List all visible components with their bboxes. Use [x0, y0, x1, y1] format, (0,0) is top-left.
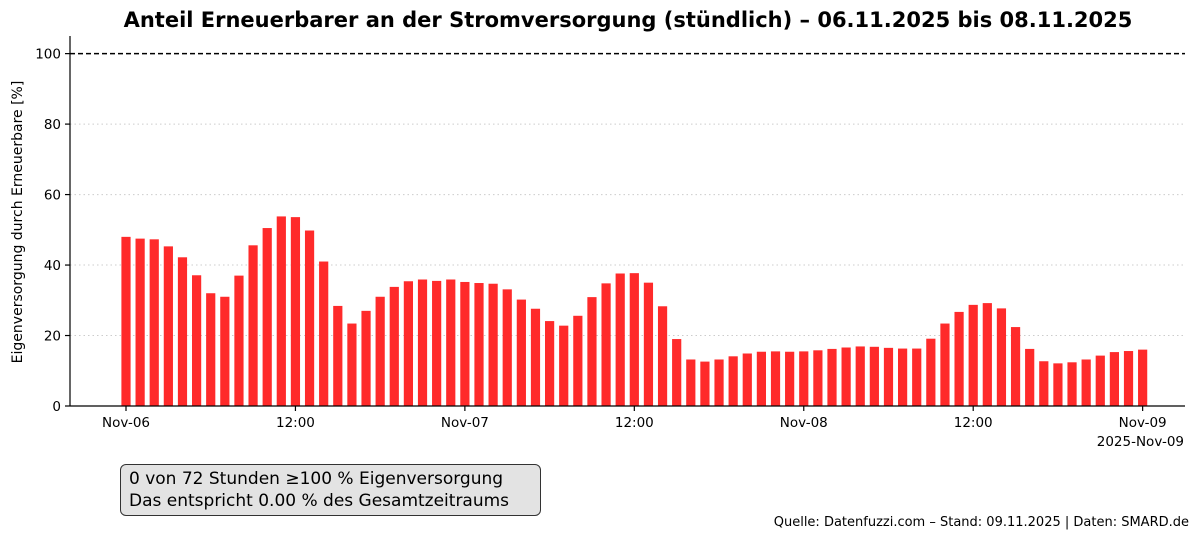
bar	[559, 325, 569, 406]
bar	[982, 303, 992, 406]
summary-line-hours: 0 von 72 Stunden ≥100 % Eigenversorgung	[129, 469, 504, 489]
x-tick-label: Nov-09	[1119, 415, 1167, 431]
bar	[234, 275, 244, 406]
y-tick-label: 60	[44, 188, 61, 204]
x-tick-label: 12:00	[954, 415, 993, 431]
summary-line-percent: Das entspricht 0.00 % des Gesamtzeitraum…	[129, 491, 510, 511]
bar	[841, 347, 851, 406]
bar	[799, 351, 809, 406]
bar	[432, 280, 442, 406]
bar	[1095, 355, 1105, 406]
bar	[728, 356, 738, 406]
bar	[968, 304, 978, 406]
y-tick-label: 20	[44, 329, 61, 345]
bar	[742, 353, 752, 406]
bar	[601, 283, 611, 406]
y-tick-label: 100	[35, 47, 61, 63]
bar-series	[121, 216, 1148, 406]
x-tick-label: 12:00	[615, 415, 654, 431]
bar	[1053, 363, 1063, 406]
bar	[149, 239, 159, 406]
bar	[615, 273, 625, 406]
bar	[276, 216, 286, 406]
summary-box: 0 von 72 Stunden ≥100 % Eigenversorgung …	[120, 464, 541, 516]
bar	[1081, 359, 1091, 406]
bar	[1123, 351, 1134, 406]
bar	[714, 359, 724, 406]
bar	[530, 308, 541, 406]
bar	[361, 310, 371, 406]
bar	[248, 245, 258, 406]
bar	[813, 350, 823, 406]
bar	[1067, 362, 1077, 406]
bar	[629, 273, 639, 406]
x-tick-label: 12:00	[276, 415, 315, 431]
bar	[855, 346, 865, 406]
bar	[474, 283, 484, 406]
bar	[827, 348, 837, 406]
y-tick-label: 80	[44, 117, 61, 133]
bar	[304, 230, 315, 406]
bar	[163, 246, 173, 406]
bar	[545, 321, 555, 406]
bar	[1010, 327, 1021, 406]
bar	[700, 361, 710, 406]
bar	[785, 351, 795, 406]
bar	[290, 217, 301, 406]
bar	[672, 339, 682, 406]
bar	[1039, 361, 1049, 406]
x-ticks: Nov-06 12:00 Nov-07 12:00 Nov-08 12:00 Nov-09	[102, 406, 1167, 431]
bar	[502, 289, 512, 406]
bar	[333, 305, 343, 406]
bar	[912, 348, 922, 406]
bar	[262, 228, 272, 406]
y-tick-label: 40	[44, 258, 61, 274]
bar	[347, 323, 357, 406]
bar	[756, 351, 766, 406]
bar	[135, 238, 145, 406]
bar	[996, 308, 1007, 406]
y-tick-label: 0	[52, 399, 61, 415]
bar	[1138, 349, 1148, 406]
bar	[940, 323, 950, 406]
bar	[643, 282, 654, 406]
bar	[954, 311, 964, 406]
bar	[516, 299, 526, 406]
x-tick-label: Nov-07	[441, 415, 489, 431]
bar	[488, 283, 498, 406]
bar	[770, 351, 781, 406]
bar	[446, 279, 456, 406]
bar	[403, 281, 413, 406]
bar	[389, 286, 399, 406]
bar	[206, 293, 216, 406]
bar	[220, 296, 230, 406]
axes	[69, 36, 1185, 407]
bar	[319, 261, 329, 406]
bar	[192, 275, 202, 406]
bar	[883, 347, 894, 406]
y-ticks: 0 20 40 60 80 100	[35, 47, 70, 415]
bar	[417, 279, 428, 406]
bar	[587, 297, 597, 406]
bar	[460, 281, 470, 406]
bar	[121, 236, 131, 406]
x-tick-label: Nov-08	[780, 415, 828, 431]
bar	[869, 346, 879, 406]
bar	[177, 257, 188, 406]
bar	[1109, 352, 1119, 406]
x-tick-label: Nov-06	[102, 415, 150, 431]
bar	[898, 348, 908, 406]
bar	[573, 315, 583, 406]
y-axis-label: Eigenversorgung durch Erneuerbare [%]	[10, 81, 26, 364]
bar	[375, 296, 385, 406]
chart-title: Anteil Erneuerbarer an der Stromversorgu…	[124, 8, 1133, 32]
x-offset-label: 2025-Nov-09	[1097, 434, 1184, 450]
bar	[686, 359, 696, 406]
bar	[926, 338, 936, 406]
bar	[657, 306, 668, 406]
source-note: Quelle: Datenfuzzi.com – Stand: 09.11.20…	[773, 515, 1189, 530]
bar	[1025, 348, 1035, 406]
